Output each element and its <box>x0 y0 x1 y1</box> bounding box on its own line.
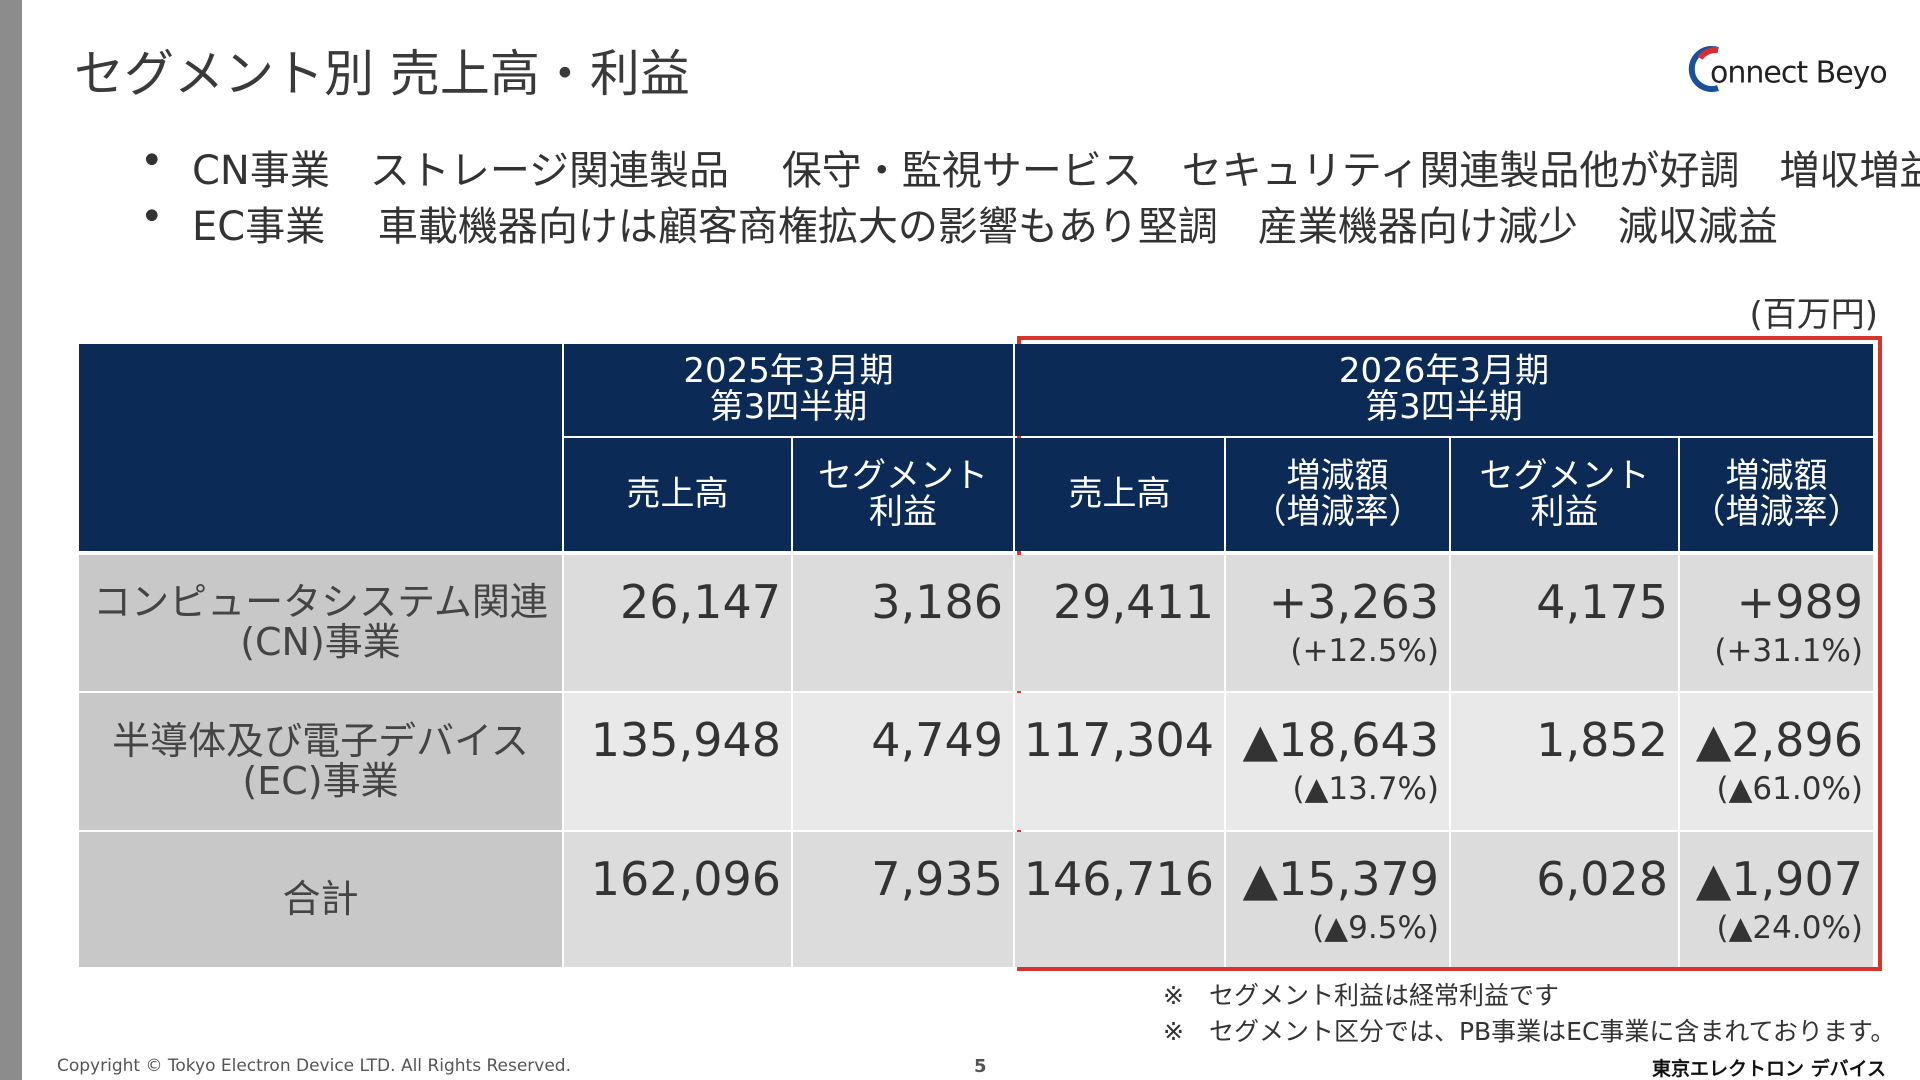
data-cell: 26,147 <box>564 555 791 691</box>
line-text: 合計 <box>282 876 359 921</box>
bullet: CN事業 ストレージ関連製品 保守・監視サービス セキュリティ関連製品他が好調 … <box>192 148 1920 194</box>
line-text: 半導体及び電子デバイス <box>112 718 529 763</box>
line-text: 利益 <box>869 491 937 532</box>
line-text: （増減率） <box>1252 491 1423 532</box>
cell-value: 6,028 <box>1536 852 1668 906</box>
column-header: セグメント 利益 <box>793 438 1013 551</box>
data-cell: 29,411 <box>1015 555 1224 691</box>
data-cell: 1,852 <box>1451 693 1678 830</box>
bullet-dot: • <box>140 138 164 184</box>
column-header: 売上高 <box>1015 438 1224 551</box>
unit: (百万円) <box>1749 295 1878 335</box>
note: ※ セグメント利益は経常利益です <box>1163 981 1559 1010</box>
cell-value: 162,096 <box>590 852 781 906</box>
title: セグメント別 売上高・利益 <box>74 45 690 103</box>
cell-value: 4,175 <box>1536 575 1668 629</box>
line-text: 売上高 <box>1068 473 1171 514</box>
column-header: 増減額 （増減率） <box>1680 438 1873 551</box>
period-header: 2026年3月期 第3四半期 <box>1015 344 1873 436</box>
page-number: 5 <box>974 1056 987 1077</box>
data-cell: 146,716 <box>1015 832 1224 967</box>
cell-rate: (▲61.0%) <box>1716 771 1863 807</box>
line-text: （増減率） <box>1691 491 1862 532</box>
notes: ※ セグメント利益は経常利益です ※ セグメント区分では、PB事業はEC事業に含… <box>1163 978 1895 1050</box>
line-text: 増減額 <box>1725 455 1828 496</box>
cell-value: ▲2,896 <box>1695 713 1863 767</box>
data-cell: 117,304 <box>1015 693 1224 830</box>
cell-value: 3,186 <box>871 575 1003 629</box>
cell-rate: (▲9.5%) <box>1312 910 1439 946</box>
company: 東京エレクトロン デバイス <box>1651 1058 1886 1080</box>
cell-value: 117,304 <box>1023 713 1214 767</box>
data-cell: ▲18,643 (▲13.7%) <box>1226 693 1449 830</box>
data-cell: 4,749 <box>793 693 1013 830</box>
logo-ring-accent <box>1697 46 1719 60</box>
bullet: EC事業 車載機器向けは顧客商権拡大の影響もあり堅調 産業機器向け減少 減収減益 <box>192 204 1778 250</box>
header-corner <box>79 344 562 551</box>
line-text: 売上高 <box>626 473 729 514</box>
column-header: 増減額 （増減率） <box>1226 438 1449 551</box>
bullet-dot: • <box>140 194 164 240</box>
logo-text: onnect Beyond <box>1710 56 1886 91</box>
data-cell: ▲1,907 (▲24.0%) <box>1680 832 1873 967</box>
data-cell: 3,186 <box>793 555 1013 691</box>
cell-value: 26,147 <box>620 575 781 629</box>
data-cell: 162,096 <box>564 832 791 967</box>
data-cell: +3,263 (+12.5%) <box>1226 555 1449 691</box>
note: ※ セグメント区分では、PB事業はEC事業に含まれております。 <box>1163 1017 1896 1046</box>
cell-value: ▲18,643 <box>1242 713 1439 767</box>
cell-value: +989 <box>1736 575 1863 629</box>
row-label: 半導体及び電子デバイス (EC)事業 <box>79 693 562 830</box>
column-header: 売上高 <box>564 438 791 551</box>
data-cell: 7,935 <box>793 832 1013 967</box>
data-cell: ▲15,379 (▲9.5%) <box>1226 832 1449 967</box>
line-text: セグメント <box>1479 455 1650 496</box>
cell-rate: (+31.1%) <box>1714 633 1863 669</box>
line-text: 第3四半期 <box>1365 387 1523 427</box>
cell-rate: (+12.5%) <box>1290 633 1439 669</box>
cell-value: 4,749 <box>871 713 1003 767</box>
copyright: Copyright © Tokyo Electron Device LTD. A… <box>57 1056 571 1076</box>
line-text: (CN)事業 <box>240 620 401 664</box>
period-header: 2025年3月期 第3四半期 <box>564 344 1013 436</box>
line-text: (EC)事業 <box>242 758 399 803</box>
cell-value: +3,263 <box>1268 575 1439 629</box>
row-label: コンピュータシステム関連 (CN)事業 <box>79 555 562 691</box>
line-text: 2026年3月期 <box>1338 351 1550 392</box>
line-text: コンピュータシステム関連 <box>93 580 548 625</box>
data-cell: 135,948 <box>564 693 791 830</box>
side-bar <box>0 0 22 1080</box>
row-label: 合計 <box>79 832 562 967</box>
line-text: 第3四半期 <box>709 387 868 427</box>
logo: onnect Beyond <box>1688 46 1886 92</box>
column-header: セグメント 利益 <box>1451 438 1678 551</box>
data-cell: 6,028 <box>1451 832 1678 967</box>
cell-value: 29,411 <box>1053 575 1214 629</box>
cell-value: 1,852 <box>1536 713 1668 767</box>
line-text: セグメント <box>818 455 988 496</box>
cell-value: ▲1,907 <box>1695 852 1863 906</box>
line-text: 増減額 <box>1286 455 1389 496</box>
cell-value: 146,716 <box>1023 852 1214 906</box>
data-cell: +989 (+31.1%) <box>1680 555 1873 691</box>
data-cell: 4,175 <box>1451 555 1678 691</box>
cell-rate: (▲13.7%) <box>1292 771 1439 807</box>
cell-value: 7,935 <box>871 852 1003 906</box>
cell-value: 135,948 <box>590 713 781 767</box>
cell-rate: (▲24.0%) <box>1716 910 1863 946</box>
line-text: 2025年3月期 <box>683 351 894 392</box>
data-cell: ▲2,896 (▲61.0%) <box>1680 693 1873 830</box>
line-text: 利益 <box>1530 491 1599 532</box>
cell-value: ▲15,379 <box>1242 852 1439 906</box>
